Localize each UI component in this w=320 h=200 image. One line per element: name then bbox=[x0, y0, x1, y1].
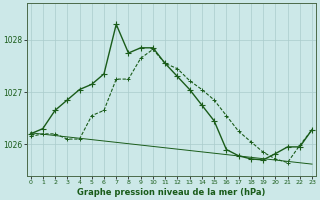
X-axis label: Graphe pression niveau de la mer (hPa): Graphe pression niveau de la mer (hPa) bbox=[77, 188, 266, 197]
